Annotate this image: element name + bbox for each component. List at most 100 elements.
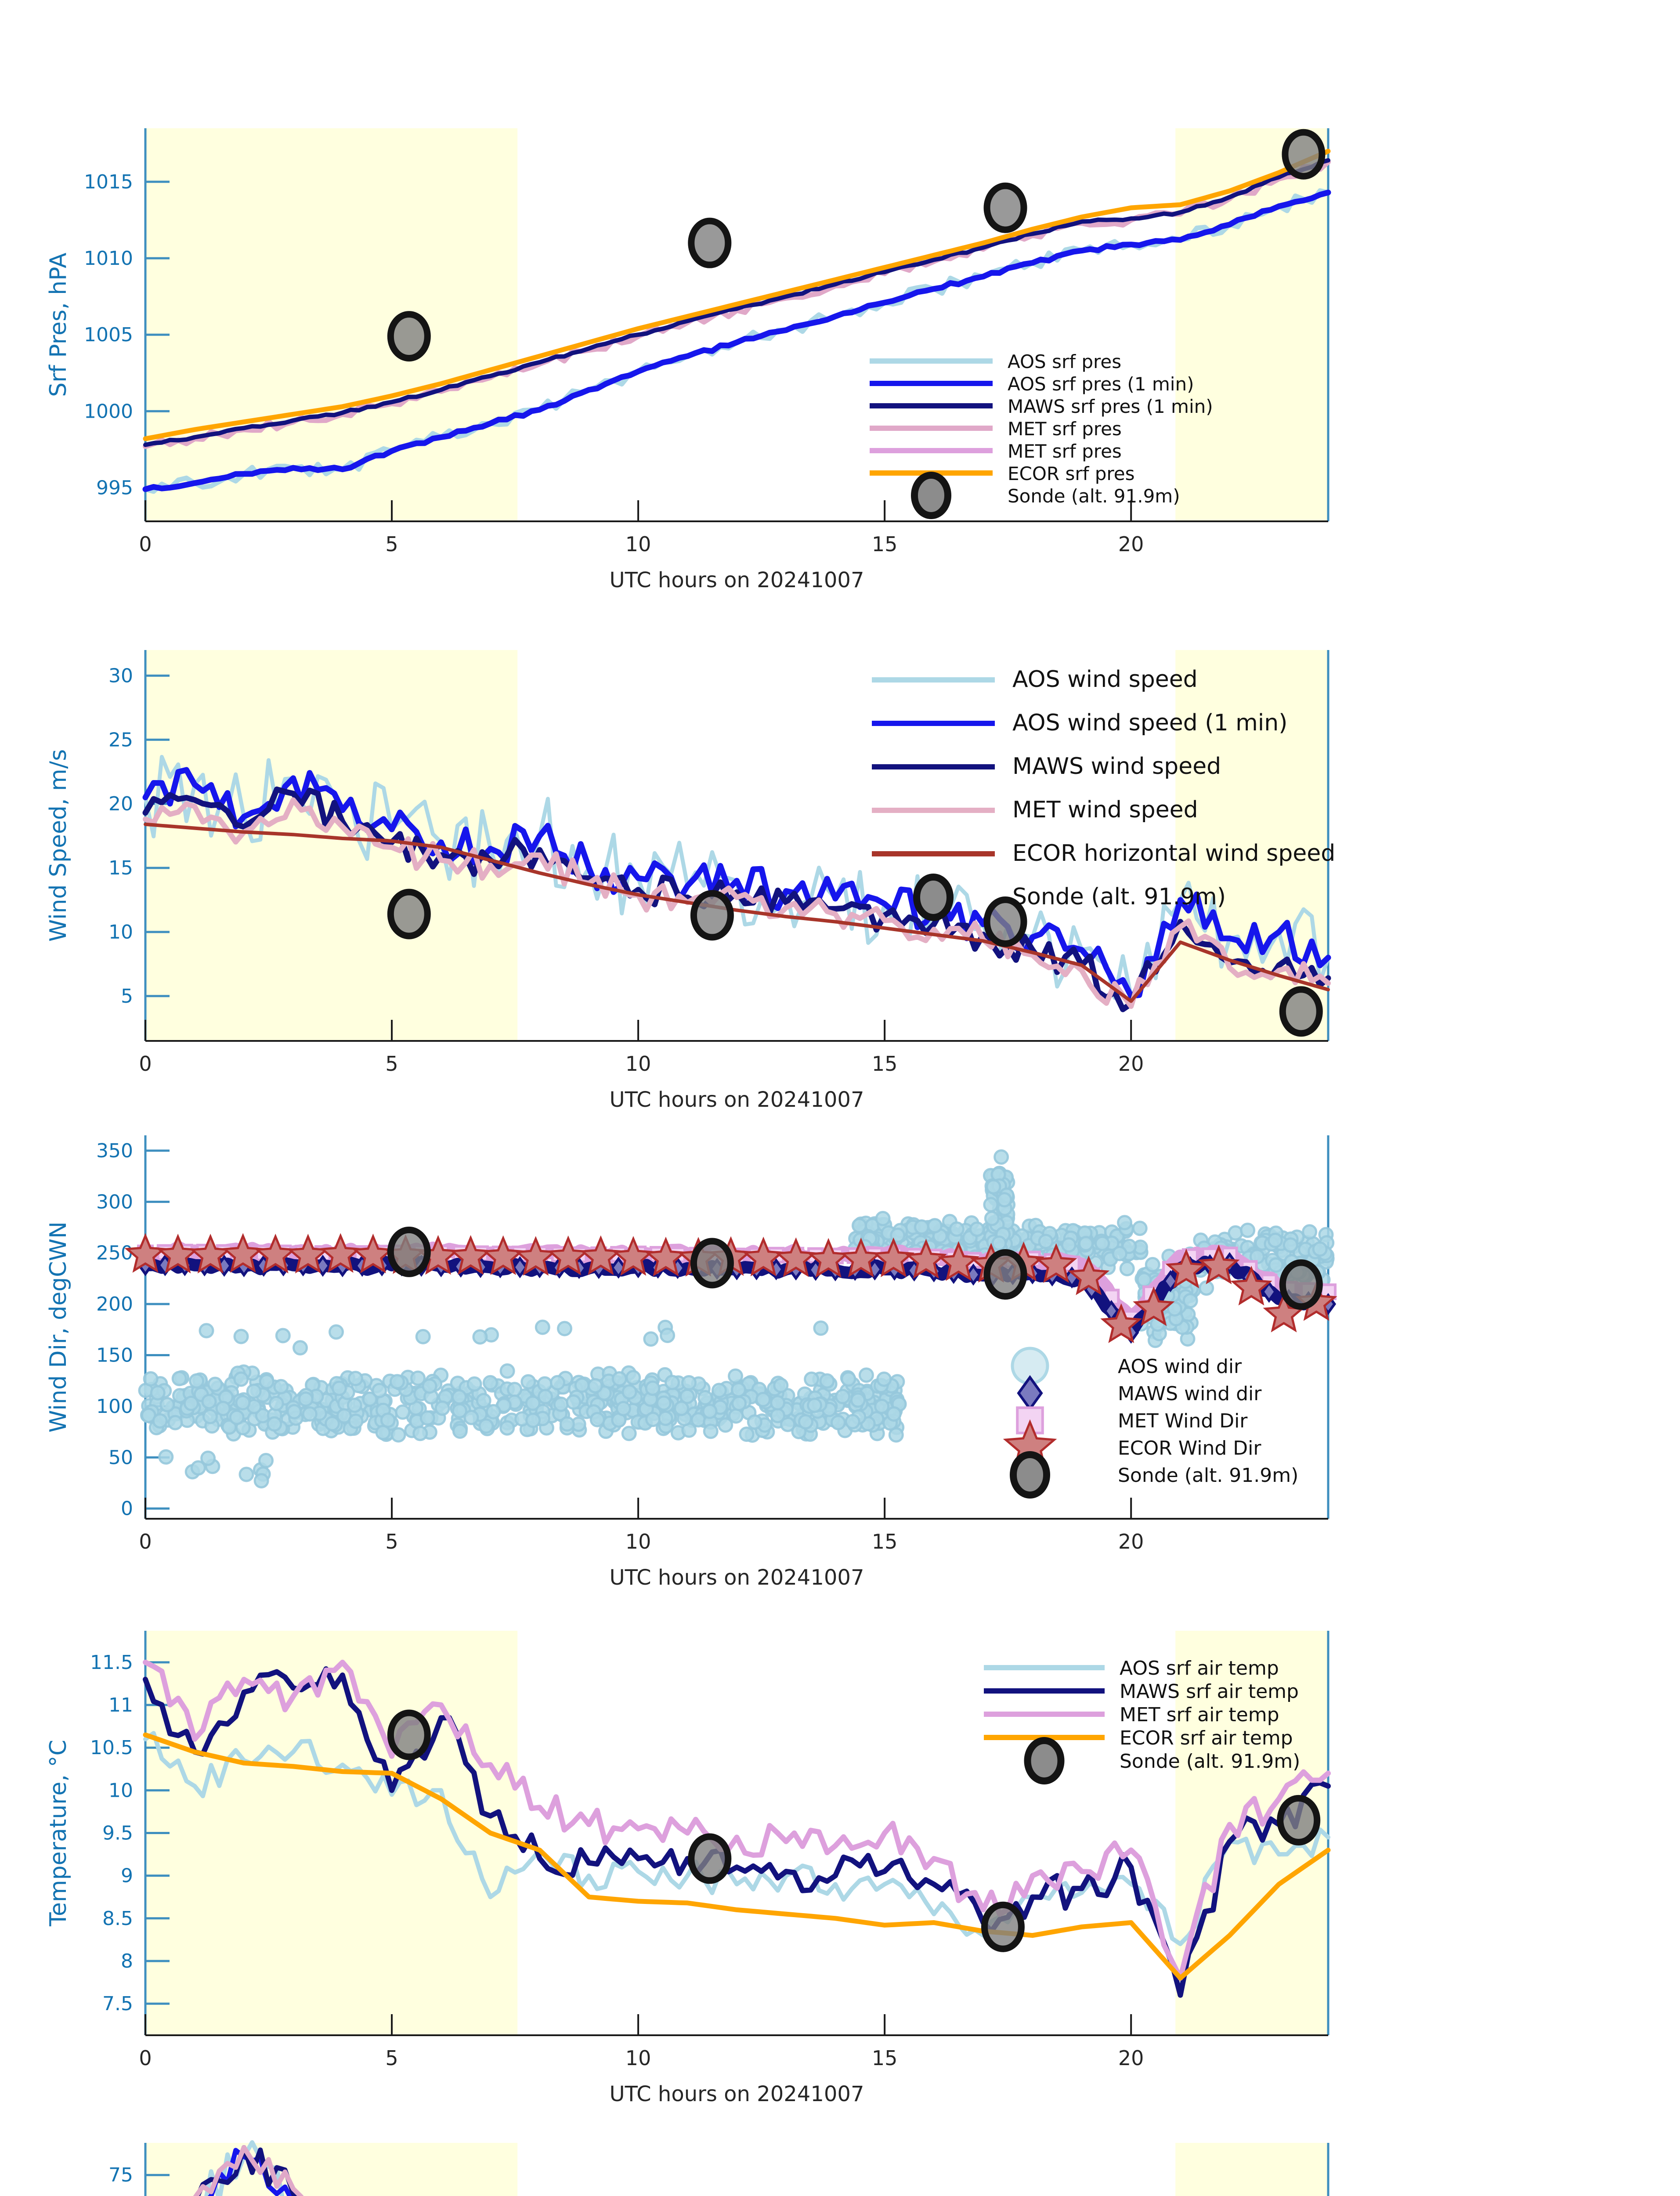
- scatter-point: [674, 1401, 689, 1416]
- scatter-point: [152, 1413, 168, 1429]
- scatter-point: [587, 1378, 603, 1394]
- legend-sonde-icon: [911, 472, 951, 519]
- scatter-point: [994, 1149, 1009, 1165]
- sonde-marker: [983, 1249, 1027, 1300]
- scatter-point: [807, 1398, 822, 1413]
- scatter-point: [1136, 1272, 1152, 1288]
- scatter-point: [347, 1371, 363, 1387]
- sonde-markers: [387, 129, 1326, 362]
- scatter-point: [331, 1380, 347, 1396]
- scatter-point: [1267, 1232, 1283, 1248]
- legend-sonde-icon: [1024, 1737, 1065, 1784]
- legend-label: AOS srf air temp: [1120, 1657, 1279, 1680]
- scatter-point: [253, 1473, 269, 1488]
- sonde-marker: [688, 217, 732, 268]
- star-marker: [1068, 1255, 1110, 1295]
- scatter-point: [656, 1395, 672, 1411]
- scatter-point: [830, 1415, 846, 1430]
- legend-label: ECOR srf air temp: [1120, 1727, 1293, 1749]
- scatter-point: [574, 1377, 590, 1393]
- scatter-point: [537, 1376, 553, 1392]
- x-axis-label: UTC hours on 20241007: [610, 1087, 864, 1112]
- y-tick-label: 9: [121, 1865, 133, 1887]
- scatter-point: [819, 1373, 835, 1389]
- scatter-point: [553, 1396, 569, 1412]
- star-marker: [1165, 1248, 1207, 1289]
- scatter-point: [1228, 1225, 1243, 1241]
- scatter-point: [452, 1389, 467, 1405]
- x-tick-label: 0: [139, 532, 152, 556]
- y-tick-label: 5: [121, 985, 133, 1008]
- scatter-point: [389, 1374, 405, 1390]
- scatter-point: [645, 1380, 661, 1396]
- x-tick-label: 0: [139, 2046, 152, 2070]
- scatter-point: [1078, 1236, 1094, 1251]
- legend-sonde-icon: [913, 874, 954, 921]
- scatter-point: [1302, 1224, 1318, 1240]
- scatter-point: [747, 1414, 762, 1430]
- scatter-point: [273, 1379, 289, 1394]
- scatter-point: [770, 1395, 785, 1411]
- legend-label: ECOR horizontal wind speed: [1012, 840, 1335, 867]
- sonde-marker: [387, 1226, 431, 1277]
- panel-1: 5 10 15 20 25 30 0 5 10 15 20 Wind Speed, m/s UTC ho…: [45, 650, 1335, 1112]
- scatter-point: [886, 1406, 902, 1422]
- y-tick-label: 8: [121, 1950, 133, 1972]
- scatter-point: [267, 1416, 282, 1432]
- scatter-point: [1061, 1237, 1077, 1253]
- star-marker: [905, 1239, 947, 1279]
- scatter-point: [452, 1423, 468, 1439]
- scatter-point: [845, 1414, 860, 1430]
- legend-sonde-icon: [1010, 1451, 1050, 1499]
- scatter-point: [362, 1391, 378, 1407]
- legend-label: MAWS srf air temp: [1120, 1680, 1299, 1703]
- x-tick-label: 10: [625, 1052, 651, 1076]
- star-marker: [1198, 1244, 1240, 1285]
- scatter-point: [372, 1383, 387, 1398]
- scatter-point: [625, 1370, 641, 1386]
- sonde-markers: [387, 1709, 1321, 1952]
- scatter-point: [875, 1211, 891, 1226]
- scatter-point: [850, 1392, 866, 1408]
- legend: AOS wind speed AOS wind speed (1 min) MAWS…: [872, 666, 1335, 921]
- panel-2: 0 50 100 150 200 250 300 350 0 5 10 15 20 Wind Dir, d…: [45, 1135, 1337, 1590]
- legend-label: AOS srf pres (1 min): [1008, 373, 1194, 395]
- y-tick-label: 25: [108, 729, 133, 751]
- scatter-point: [202, 1409, 218, 1424]
- scatter-point: [874, 1398, 890, 1414]
- shaded-period-band: [1175, 2143, 1328, 2196]
- scatter-point: [259, 1374, 275, 1390]
- y-tick-label: 10: [108, 921, 133, 943]
- x-tick-label: 10: [625, 1530, 651, 1553]
- sonde-marker: [387, 889, 431, 939]
- scatter-point: [1119, 1261, 1135, 1276]
- scatter-point: [589, 1412, 605, 1427]
- y-tick-label: 15: [108, 857, 133, 879]
- scatter-point: [949, 1221, 965, 1237]
- star-marker: [1133, 1286, 1175, 1326]
- scatter-point: [858, 1367, 874, 1383]
- scatter-point: [773, 1377, 789, 1393]
- scatter-point: [229, 1409, 245, 1425]
- scatter-point: [730, 1382, 746, 1398]
- scatter-point: [199, 1323, 214, 1339]
- scatter-point: [472, 1329, 488, 1345]
- sonde-marker: [1277, 1795, 1321, 1846]
- y-tick-label: 200: [96, 1293, 133, 1315]
- sonde-marker: [690, 890, 734, 941]
- legend-label: MET Wind Dir: [1118, 1410, 1248, 1432]
- x-tick-label: 5: [385, 1052, 398, 1076]
- scatter-point: [1240, 1222, 1256, 1238]
- legend: AOS wind dir MAWS wind dir MET Wind Dir ECO…: [1003, 1347, 1298, 1499]
- legend-label: AOS wind speed (1 min): [1012, 710, 1287, 736]
- y-tick-label: 10: [108, 1779, 133, 1802]
- scatter-point: [559, 1416, 575, 1432]
- y-tick-label: 8.5: [102, 1907, 133, 1930]
- scatter-point: [1199, 1280, 1214, 1296]
- scatter-point: [478, 1418, 494, 1434]
- scatter-point: [189, 1373, 205, 1389]
- y-tick-label: 100: [96, 1395, 133, 1418]
- scatter-point: [238, 1466, 254, 1482]
- scatter-point: [739, 1427, 755, 1442]
